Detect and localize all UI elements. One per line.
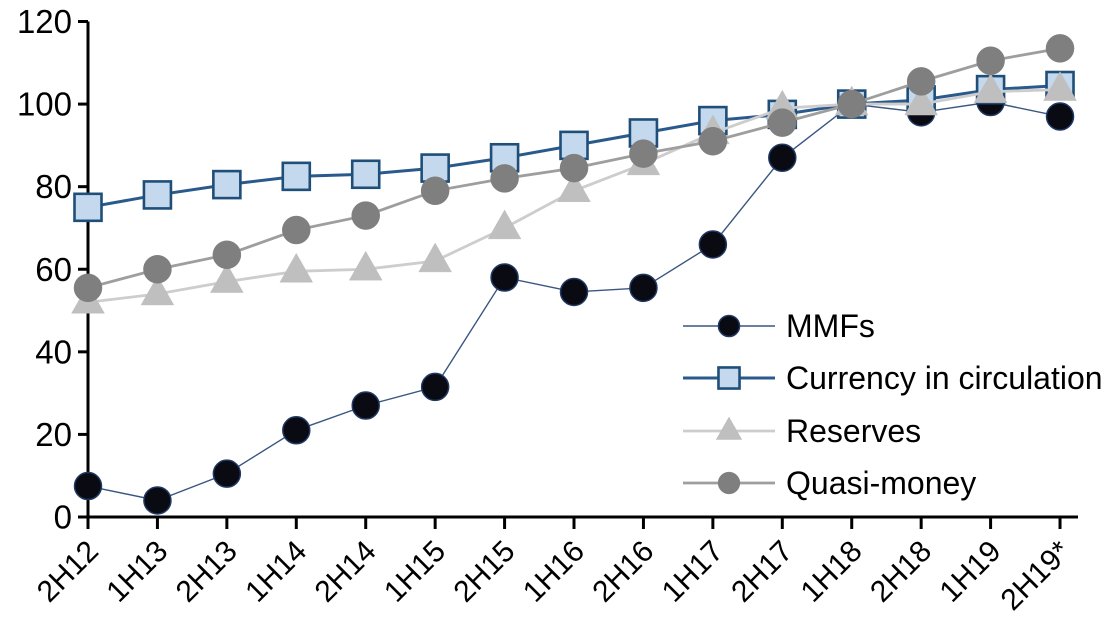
y-tick-label: 20	[35, 416, 72, 453]
data-point-circle-icon	[629, 273, 658, 303]
legend-triangle-icon	[715, 416, 743, 440]
data-point-circle-icon	[698, 230, 728, 259]
x-tick-label: 2H14	[309, 535, 383, 609]
x-tick-label: 1H15	[378, 535, 452, 609]
data-point-triangle-icon	[557, 172, 591, 202]
data-point-circle-icon	[490, 263, 519, 292]
data-point-circle-icon	[837, 89, 866, 119]
data-point-triangle-icon	[1043, 71, 1077, 101]
data-point-triangle-icon	[973, 73, 1008, 103]
data-point-triangle-icon	[279, 252, 314, 283]
data-point-circle-icon	[768, 143, 797, 173]
data-point-square-icon	[489, 142, 520, 173]
x-tick-label: 2H12	[31, 535, 105, 609]
x-tick-label: 2H15	[447, 535, 521, 609]
legend-label: Reserves	[786, 413, 921, 449]
data-point-circle-icon	[559, 277, 589, 307]
data-point-circle-icon	[976, 46, 1005, 75]
x-tick-label: 2H19*	[995, 534, 1078, 617]
x-tick-label: 2H13	[170, 535, 244, 609]
data-point-circle-icon	[1045, 34, 1075, 63]
data-point-triangle-icon	[418, 242, 452, 273]
data-point-circle-icon	[420, 176, 450, 206]
data-point-circle-icon	[768, 108, 797, 137]
data-point-circle-icon	[559, 153, 589, 183]
x-tick-label: 2H18	[864, 535, 938, 609]
data-point-circle-icon	[73, 273, 103, 303]
x-tick-label: 1H14	[239, 535, 313, 609]
x-tick-label: 1H13	[100, 535, 174, 609]
data-point-triangle-icon	[904, 85, 938, 116]
data-point-circle-icon	[351, 391, 380, 420]
data-point-circle-icon	[143, 255, 172, 284]
data-point-circle-icon	[282, 416, 311, 445]
y-tick-label: 120	[17, 3, 72, 40]
legend-label: Currency in circulation	[786, 360, 1103, 396]
legend-circle-icon	[717, 471, 741, 495]
y-tick-label: 80	[35, 168, 72, 205]
y-tick-label: 60	[35, 251, 72, 288]
series-quasi-money	[73, 34, 1075, 303]
data-point-circle-icon	[351, 201, 380, 230]
y-tick-label: 100	[17, 86, 72, 123]
y-tick-label: 0	[54, 499, 72, 536]
data-point-square-icon	[350, 159, 381, 190]
data-point-triangle-icon	[348, 250, 383, 281]
data-point-circle-icon	[906, 67, 936, 96]
data-point-circle-icon	[490, 164, 519, 193]
data-point-circle-icon	[698, 126, 728, 156]
legend-label: MMFs	[786, 308, 875, 344]
data-point-circle-icon	[282, 215, 311, 245]
legend-label: Quasi-money	[786, 465, 976, 501]
x-tick-label: 2H17	[725, 535, 799, 609]
legend: MMFs Currency in circulation Reserves Quasi…	[683, 308, 1103, 501]
x-tick-label: 1H17	[656, 535, 730, 609]
data-point-circle-icon	[212, 459, 242, 488]
x-tick-label: 1H18	[795, 535, 869, 609]
data-point-square-icon	[73, 192, 103, 223]
y-tick-label: 40	[35, 333, 72, 370]
data-point-circle-icon	[629, 139, 658, 168]
data-point-triangle-icon	[487, 209, 522, 240]
x-tick-label: 2H16	[586, 535, 660, 609]
data-point-triangle-icon	[210, 263, 244, 293]
legend-circle-icon	[717, 314, 741, 338]
legend-item-reserves: Reserves	[683, 413, 921, 449]
data-point-circle-icon	[1045, 102, 1075, 131]
data-point-circle-icon	[420, 372, 450, 402]
data-point-triangle-icon	[140, 275, 175, 306]
data-point-square-icon	[142, 180, 173, 210]
data-point-circle-icon	[212, 240, 242, 270]
data-point-circle-icon	[73, 471, 103, 501]
legend-square-icon	[717, 366, 741, 390]
data-point-square-icon	[281, 161, 312, 192]
x-tick-label: 1H19	[933, 535, 1007, 609]
x-tick-label: 1H16	[517, 535, 591, 609]
legend-item-quasi-money: Quasi-money	[683, 465, 976, 501]
legend-item-currency-in-circulation: Currency in circulation	[683, 360, 1103, 396]
legend-item-mmfs: MMFs	[683, 308, 875, 344]
data-point-square-icon	[212, 169, 242, 200]
data-point-circle-icon	[143, 486, 172, 515]
